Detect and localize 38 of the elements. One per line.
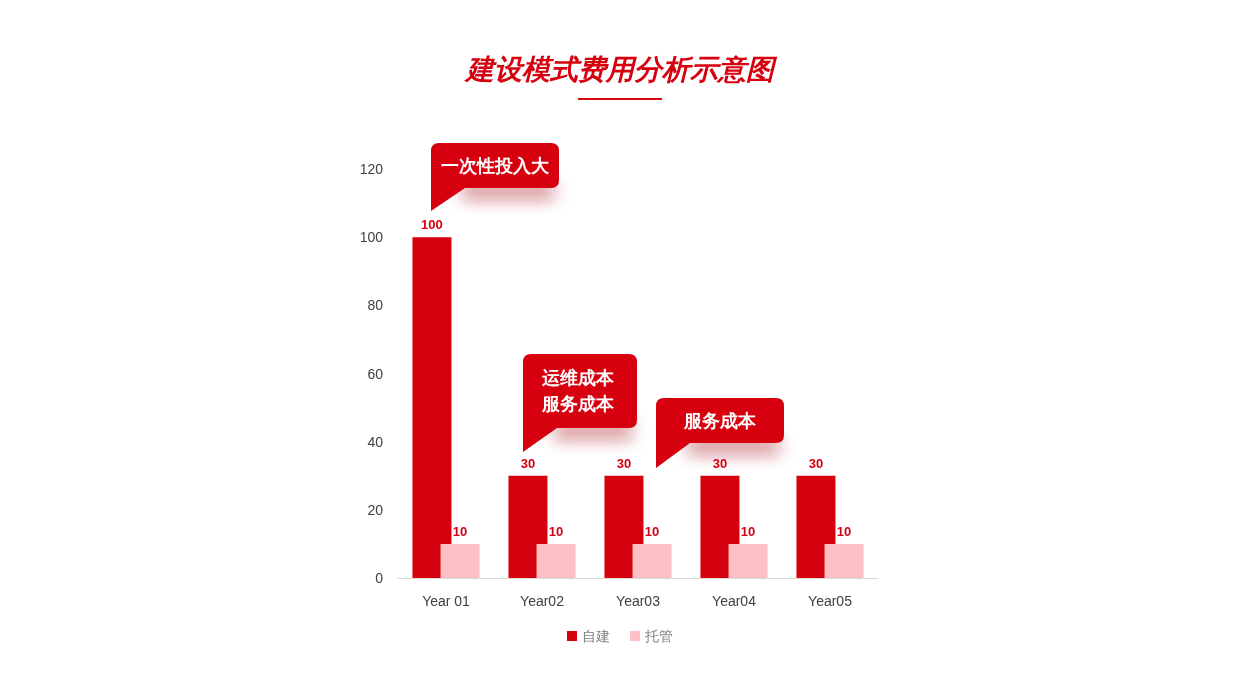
data-label: 10 — [548, 523, 564, 539]
bar — [728, 543, 768, 578]
annotation: 服务成本 — [684, 409, 756, 433]
y-tick-label: 40 — [367, 433, 384, 450]
annotation: 运维成本服务成本 — [542, 367, 615, 416]
data-label: 30 — [616, 455, 632, 471]
data-label: 30 — [808, 455, 824, 471]
chart-title: 建设模式费用分析示意图 — [463, 53, 778, 85]
bar — [412, 237, 452, 578]
y-tick-label: 60 — [367, 365, 384, 382]
x-tick-label: Year03 — [616, 593, 661, 609]
bar — [824, 543, 864, 578]
y-tick-label: 120 — [359, 161, 384, 177]
y-tick-label: 100 — [359, 229, 384, 246]
bar — [508, 475, 548, 578]
x-tick-label: Year02 — [520, 593, 565, 609]
bar — [604, 475, 644, 578]
data-label: 30 — [520, 455, 536, 471]
legend-label: 托管 — [644, 628, 673, 644]
bar — [632, 543, 672, 578]
x-tick-label: Year05 — [808, 593, 853, 609]
data-label: 100 — [421, 217, 443, 233]
data-label: 10 — [452, 523, 468, 539]
y-tick-label: 80 — [367, 297, 384, 314]
data-label: 10 — [644, 523, 660, 539]
y-tick-label: 20 — [367, 501, 384, 518]
x-tick-label: Year 01 — [422, 593, 471, 609]
bar — [440, 543, 480, 578]
data-label: 10 — [740, 523, 756, 539]
data-label: 30 — [712, 455, 728, 471]
y-tick-label: 0 — [375, 570, 384, 586]
x-tick-label: Year04 — [712, 593, 757, 609]
bar — [536, 543, 576, 578]
annotation: 一次性投入大 — [441, 154, 549, 178]
bar — [700, 475, 740, 578]
legend-label: 自建 — [582, 628, 610, 644]
bar — [796, 475, 836, 578]
data-label: 10 — [836, 523, 852, 539]
